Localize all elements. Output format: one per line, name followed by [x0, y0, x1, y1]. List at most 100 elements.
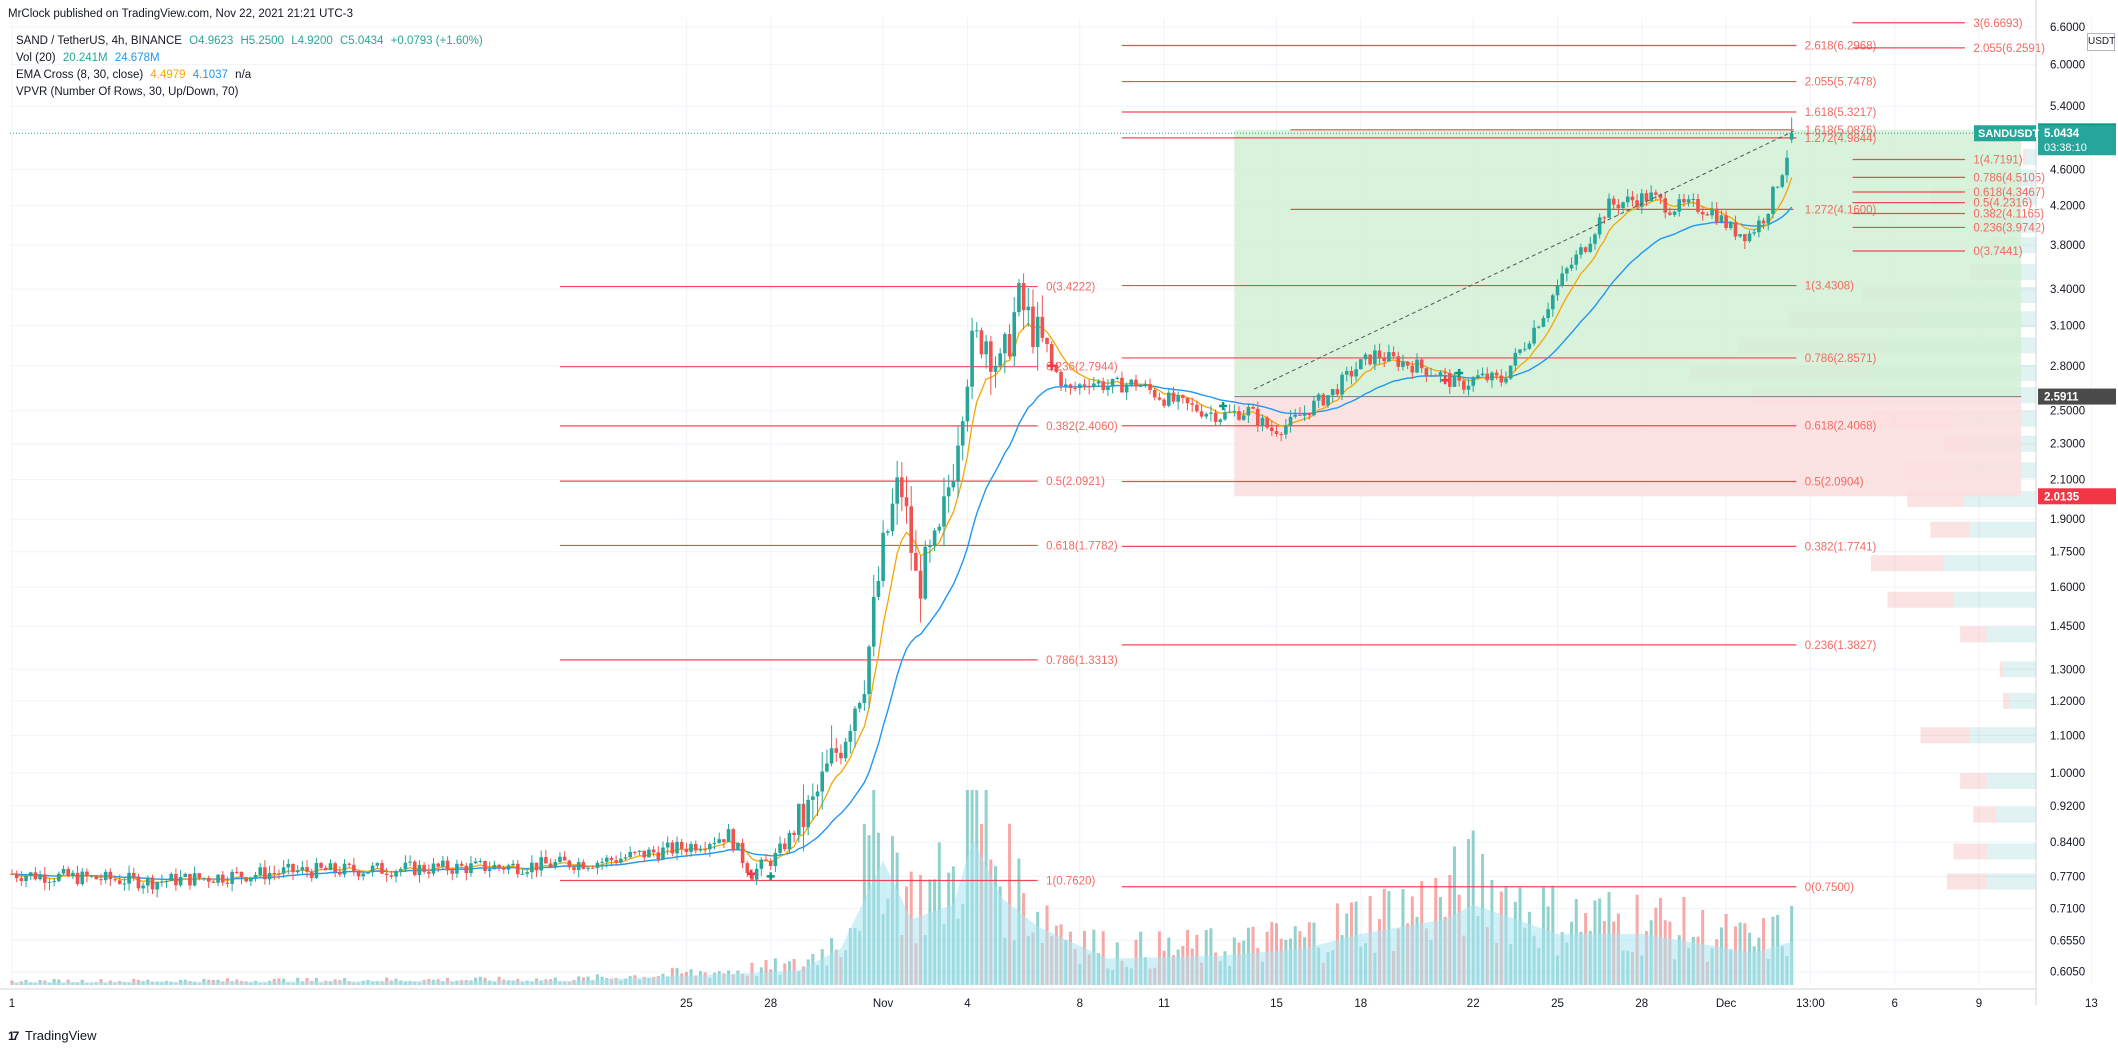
candle-body	[14, 873, 19, 879]
candle-body	[28, 872, 33, 876]
vpvr-up-bar	[1943, 555, 2036, 572]
fib-level-label: 0.618(1.7782)	[1046, 540, 1118, 552]
candle-body	[923, 546, 928, 599]
candle-body	[974, 330, 979, 332]
fib-level-label: 1(0.7620)	[1046, 875, 1095, 887]
candle-body	[1063, 384, 1068, 387]
legend-symbol-name: SAND / TetherUS, 4h, BINANCE	[16, 35, 182, 47]
candle-body	[914, 552, 918, 571]
candle-body	[380, 863, 384, 874]
price-axis: 6.6000 6.0000 5.4000 4.6000 4.2000 3.8000 3.40…	[1974, 0, 2116, 1005]
time-tick-label: 11	[1158, 998, 1170, 1010]
candle-body	[314, 863, 319, 878]
candle-body	[876, 580, 881, 597]
candle-body	[843, 741, 848, 759]
candle-body	[197, 873, 202, 879]
candle-body	[361, 873, 366, 877]
candle-body	[595, 862, 600, 868]
long-position-profit-zone	[1234, 129, 2022, 397]
candle-body	[206, 877, 211, 882]
candle-body	[469, 863, 473, 874]
candle-body	[10, 873, 14, 875]
fib-level-label: 1.618(5.0876)	[1805, 125, 1877, 137]
price-tick-label: 3.8000	[2050, 240, 2085, 252]
time-tick-label: 28	[1635, 998, 1648, 1010]
fib-level-label: 1.272(4.9844)	[1805, 133, 1877, 145]
candle-body	[202, 877, 206, 879]
vpvr-down-bar	[1960, 773, 1987, 790]
candle-body	[1162, 399, 1166, 406]
vpvr-down-bar	[2003, 692, 2010, 709]
time-tick-label: 6	[1891, 998, 1897, 1010]
candle-body	[497, 864, 501, 868]
candle-body	[239, 871, 244, 878]
candle-body	[909, 506, 913, 553]
candle-body	[366, 872, 370, 874]
candle-body	[1532, 327, 1536, 344]
candle-body	[47, 881, 52, 883]
candle-body	[1541, 318, 1546, 327]
candle-body	[1405, 361, 1410, 366]
price-tick-label: 4.6000	[2050, 165, 2085, 177]
candle-body	[1640, 193, 1644, 207]
candle-body	[1415, 359, 1419, 373]
candle-body	[1747, 233, 1752, 242]
fib-level-label: 0(3.7441)	[1973, 246, 2022, 258]
candle-body	[904, 497, 909, 507]
candle-body	[403, 862, 408, 869]
candle-body	[1195, 404, 1199, 412]
candle-body	[192, 873, 197, 886]
vpvr-down-bar	[2022, 148, 2027, 165]
candle-body	[1260, 417, 1265, 426]
candle-body	[455, 863, 459, 874]
candle-body	[1031, 306, 1035, 348]
candle-body	[576, 862, 581, 870]
candle-body	[1312, 400, 1316, 416]
time-tick-label: 15	[1270, 998, 1283, 1010]
price-tick-label: 1.4500	[2050, 621, 2085, 633]
candle-body	[1396, 356, 1401, 367]
candle-body	[1120, 377, 1124, 393]
legend-ema-name: EMA Cross (8, 30, close)	[16, 69, 144, 81]
candle-body	[57, 873, 61, 882]
candle-body	[258, 867, 263, 875]
price-tick-label: 1.0000	[2050, 768, 2085, 780]
candle-body	[1199, 411, 1204, 417]
candle-body	[1115, 377, 1120, 379]
candle-body	[478, 860, 483, 862]
candle-body	[1682, 199, 1686, 203]
candle-body	[61, 869, 66, 874]
candle-body	[501, 867, 506, 870]
candle-body	[333, 863, 337, 873]
candle-body	[928, 546, 932, 548]
candle-body	[862, 694, 867, 704]
currency-label[interactable]: USDT	[2087, 33, 2115, 51]
vpvr-down-bar	[1973, 806, 1997, 823]
candle-body	[1017, 283, 1021, 313]
candle-body	[1771, 186, 1775, 214]
candle-body	[188, 873, 192, 886]
candle-body	[834, 748, 839, 753]
candle-body	[633, 851, 637, 853]
candle-body	[647, 849, 651, 858]
candle-body	[1373, 350, 1377, 365]
candle-body	[108, 871, 113, 880]
vpvr-up-bar	[1970, 727, 2036, 744]
candle-body	[1227, 411, 1232, 413]
price-tick-label: 0.9200	[2050, 801, 2085, 813]
legend-low: L4.9200	[291, 35, 333, 47]
candle-body	[71, 872, 75, 877]
fib-level-label: 0(3.4222)	[1046, 282, 1095, 294]
candle-body	[717, 839, 721, 843]
candle-body	[267, 872, 272, 880]
candle-body	[1672, 211, 1677, 215]
price-label-text: 5.0434	[2044, 128, 2080, 140]
candle-body	[1344, 370, 1349, 375]
candle-body	[778, 843, 782, 853]
candle-body	[127, 872, 131, 884]
candle-body	[801, 803, 806, 828]
candle-body	[1785, 157, 1789, 176]
tradingview-branding[interactable]: 17 TradingView	[8, 1028, 97, 1043]
legend-ema-extra: n/a	[235, 69, 252, 81]
